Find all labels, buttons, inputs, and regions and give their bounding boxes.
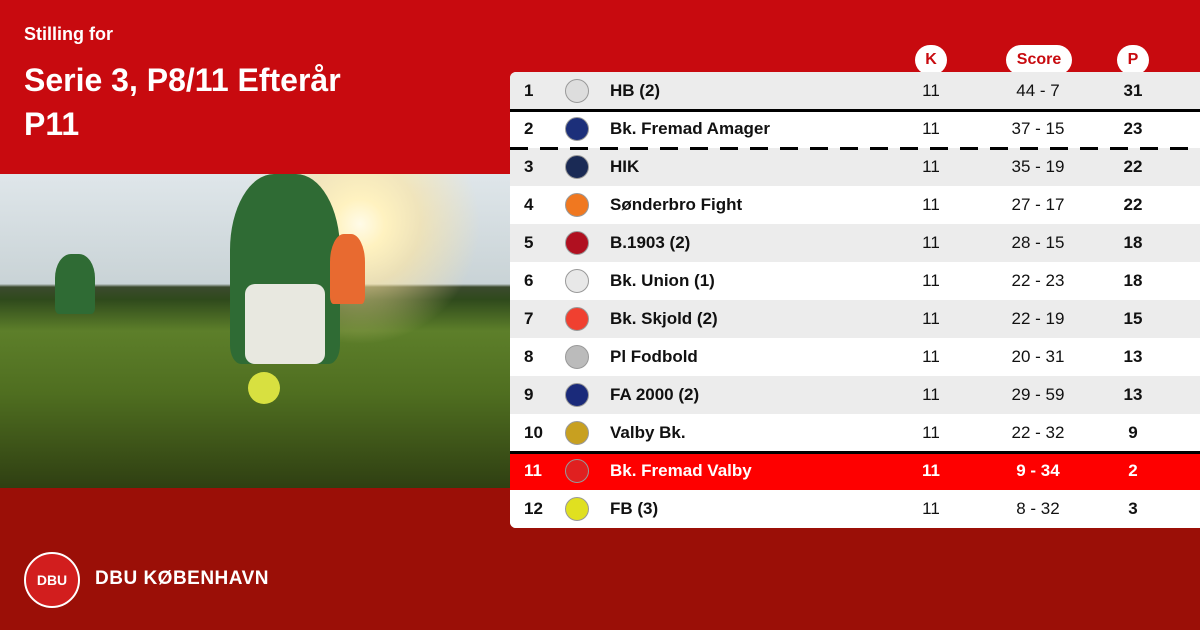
page-subtitle: Stilling for [24,24,113,44]
table-row[interactable]: 6 Bk. Union (1) 11 22 - 23 18 [510,262,1200,300]
table-row[interactable]: 1 HB (2) 11 44 - 7 31 [510,72,1200,110]
team-name: FB (3) [610,499,659,518]
table-row[interactable]: 11 Bk. Fremad Valby 11 9 - 34 2 [510,452,1200,490]
position-cell: 6 [524,271,534,290]
column-header-score[interactable]: Score [1006,45,1072,75]
matches-cell: 11 [922,81,940,100]
position-cell: 5 [524,233,534,252]
position-cell: 2 [524,119,534,138]
table-row[interactable]: 3 HIK 11 35 - 19 22 [510,148,1200,186]
position-cell: 10 [524,423,543,442]
points-cell: 15 [1123,309,1143,328]
table-row[interactable]: 7 Bk. Skjold (2) 11 22 - 19 15 [510,300,1200,338]
team-name: Pl Fodbold [610,347,698,366]
table-row[interactable]: 8 Pl Fodbold 11 20 - 31 13 [510,338,1200,376]
team-name: HIK [610,157,640,176]
hik-shield-icon [565,155,589,179]
valby-crest-icon [565,421,589,445]
table-row[interactable]: 10 Valby Bk. 11 22 - 32 9 [510,414,1200,452]
column-header-k[interactable]: K [915,45,947,75]
standings-table: 1 HB (2) 11 44 - 7 31 2 Bk. Fremad Amager 11 37 … [510,72,1200,528]
team-name: B.1903 (2) [610,233,691,252]
score-cell: 9 - 34 [1016,461,1060,480]
sonderbro-ball-icon [565,193,589,217]
position-cell: 11 [524,461,542,480]
position-cell: 8 [524,347,534,366]
points-cell: 23 [1123,119,1143,138]
dbu-logo-text: DBU [36,572,68,588]
team-name: Bk. Skjold (2) [610,309,718,328]
points-cell: 2 [1128,461,1138,480]
points-cell: 18 [1123,271,1143,290]
playoff-divider [510,147,1200,150]
score-cell: 20 - 31 [1011,347,1065,366]
matches-cell: 11 [922,119,940,138]
team-name: Valby Bk. [610,423,686,442]
promotion-divider [510,109,1200,112]
score-cell: 22 - 19 [1011,309,1065,328]
score-cell: 27 - 17 [1011,195,1065,214]
table-row[interactable]: 4 Sønderbro Fight 11 27 - 17 22 [510,186,1200,224]
matches-cell: 11 [922,499,940,518]
table-row[interactable]: 2 Bk. Fremad Amager 11 37 - 15 23 [510,110,1200,148]
matches-cell: 11 [922,271,940,290]
matches-cell: 11 [922,461,940,480]
score-cell: 29 - 59 [1011,385,1065,404]
team-name: HB (2) [610,81,661,100]
score-cell: 35 - 19 [1011,157,1065,176]
table-row[interactable]: 5 B.1903 (2) 11 28 - 15 18 [510,224,1200,262]
table-row[interactable]: 12 FB (3) 11 8 - 32 3 [510,490,1200,528]
score-cell: 44 - 7 [1016,81,1060,100]
points-cell: 31 [1123,81,1143,100]
team-name: FA 2000 (2) [610,385,700,404]
points-cell: 13 [1123,347,1143,366]
score-cell: 37 - 15 [1011,119,1065,138]
team-name: Bk. Fremad Valby [610,461,752,480]
union-shield-icon [565,269,589,293]
points-cell: 9 [1128,423,1138,442]
position-cell: 3 [524,157,534,176]
matches-cell: 11 [922,385,940,404]
position-cell: 1 [524,81,534,100]
dbu-logo: DBU [24,552,80,608]
fb-crest-icon [565,497,589,521]
fremad-valby-crest-icon [565,459,589,483]
fa2000-logo-icon [565,383,589,407]
score-cell: 22 - 32 [1011,423,1065,442]
matches-cell: 11 [922,233,940,252]
column-header-p[interactable]: P [1117,45,1149,75]
fremad-amager-shield-icon [565,117,589,141]
team-name: Bk. Union (1) [610,271,715,290]
points-cell: 22 [1123,157,1143,176]
position-cell: 7 [524,309,534,328]
pl-crest-icon [565,345,589,369]
matches-cell: 11 [922,347,940,366]
points-cell: 13 [1123,385,1143,404]
points-cell: 3 [1128,499,1138,518]
matches-cell: 11 [922,195,940,214]
title-line-1: Serie 3, P8/11 Efterår [24,62,341,98]
hb-crest-icon [565,79,589,103]
title-line-2: P11 [24,106,80,142]
points-cell: 22 [1123,195,1143,214]
table-row[interactable]: 9 FA 2000 (2) 11 29 - 59 13 [510,376,1200,414]
skjold-crest-icon [565,307,589,331]
points-cell: 18 [1123,233,1143,252]
football-photo [0,174,510,488]
score-cell: 28 - 15 [1011,233,1065,252]
promotion-divider [510,451,1200,454]
score-cell: 8 - 32 [1016,499,1060,518]
page-title: Serie 3, P8/11 Efterår P11 [24,58,341,146]
position-cell: 12 [524,499,543,518]
footer-org-name: DBU KØBENHAVN [95,568,269,589]
matches-cell: 11 [922,157,940,176]
score-cell: 22 - 23 [1011,271,1065,290]
b1903-crest-icon [565,231,589,255]
position-cell: 9 [524,385,534,404]
position-cell: 4 [524,195,534,214]
matches-cell: 11 [922,309,940,328]
team-name: Bk. Fremad Amager [610,119,770,138]
matches-cell: 11 [922,423,940,442]
team-name: Sønderbro Fight [610,195,743,214]
